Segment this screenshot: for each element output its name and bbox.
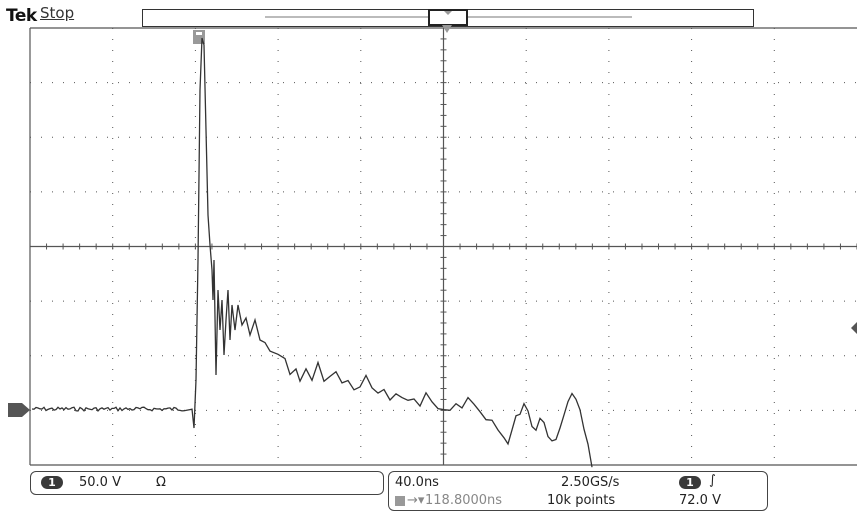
trigger-level: 72.0 V <box>679 493 721 508</box>
trigger-position-small-icon <box>395 496 405 506</box>
channel-readout-box[interactable]: 1 50.0 V Ω <box>30 471 384 495</box>
trigger-arrow-icon: →▾ <box>407 493 425 508</box>
trigger-position-readout: 118.8000ns <box>425 493 503 508</box>
center-marker-icon <box>442 25 452 33</box>
record-trigger-icon <box>444 11 452 15</box>
horizontal-readout-box[interactable]: 40.0ns 2.50GS/s 1 ∫ →▾ 118.8000ns 10k po… <box>388 471 768 511</box>
sample-rate: 2.50GS/s <box>561 475 620 490</box>
record-length: 10k points <box>547 493 616 508</box>
channel-1-badge: 1 <box>41 476 63 489</box>
trigger-slope-icon: ∫ <box>709 473 716 488</box>
graticule <box>29 27 857 466</box>
brand-logo: Tek <box>6 6 37 26</box>
time-per-div: 40.0ns <box>395 475 439 490</box>
trigger-level-arrow-icon <box>851 322 857 334</box>
acquisition-status: Stop <box>40 4 75 22</box>
waveform-trace <box>31 37 593 468</box>
ground-marker-icon <box>8 403 30 417</box>
channel-1-coupling: Ω <box>156 475 166 490</box>
channel-1-scale: 50.0 V <box>79 475 121 490</box>
trigger-source-badge: 1 <box>679 476 701 489</box>
